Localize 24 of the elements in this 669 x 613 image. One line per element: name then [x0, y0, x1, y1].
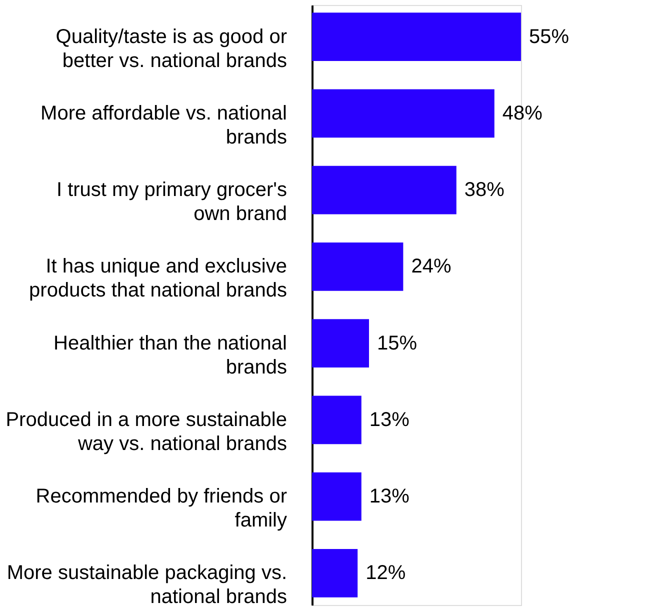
y-tick-label: More sustainable packaging vs. national brands [6, 562, 287, 608]
data-label: 15% [377, 332, 418, 354]
bar [312, 549, 358, 598]
data-label: 24% [411, 256, 452, 278]
y-tick-label: It has unique and exclusive products that national brands [29, 256, 287, 302]
data-label: 38% [464, 179, 505, 202]
bar [312, 166, 456, 214]
data-label: 13% [369, 486, 410, 508]
y-tick-label: Recommended by friends or family [36, 486, 288, 532]
bar [312, 89, 494, 138]
y-tick-label: Produced in a more sustainable way vs. national brands [6, 408, 287, 455]
bar [312, 319, 369, 368]
y-tick-label: I trust my primary grocer's own brand [56, 179, 287, 226]
data-label: 12% [366, 562, 406, 584]
bar [312, 472, 362, 521]
y-tick-label: Healthier than the national brands [54, 332, 287, 378]
data-label: 55% [529, 26, 570, 48]
bar [312, 12, 521, 61]
bar [312, 396, 362, 444]
data-label: 48% [502, 102, 543, 124]
data-label: 13% [369, 408, 410, 431]
y-tick-label: Quality/taste is as good or better vs. national brands [56, 26, 288, 72]
y-tick-label: More affordable vs. national brands [40, 102, 287, 148]
bar [312, 242, 404, 291]
